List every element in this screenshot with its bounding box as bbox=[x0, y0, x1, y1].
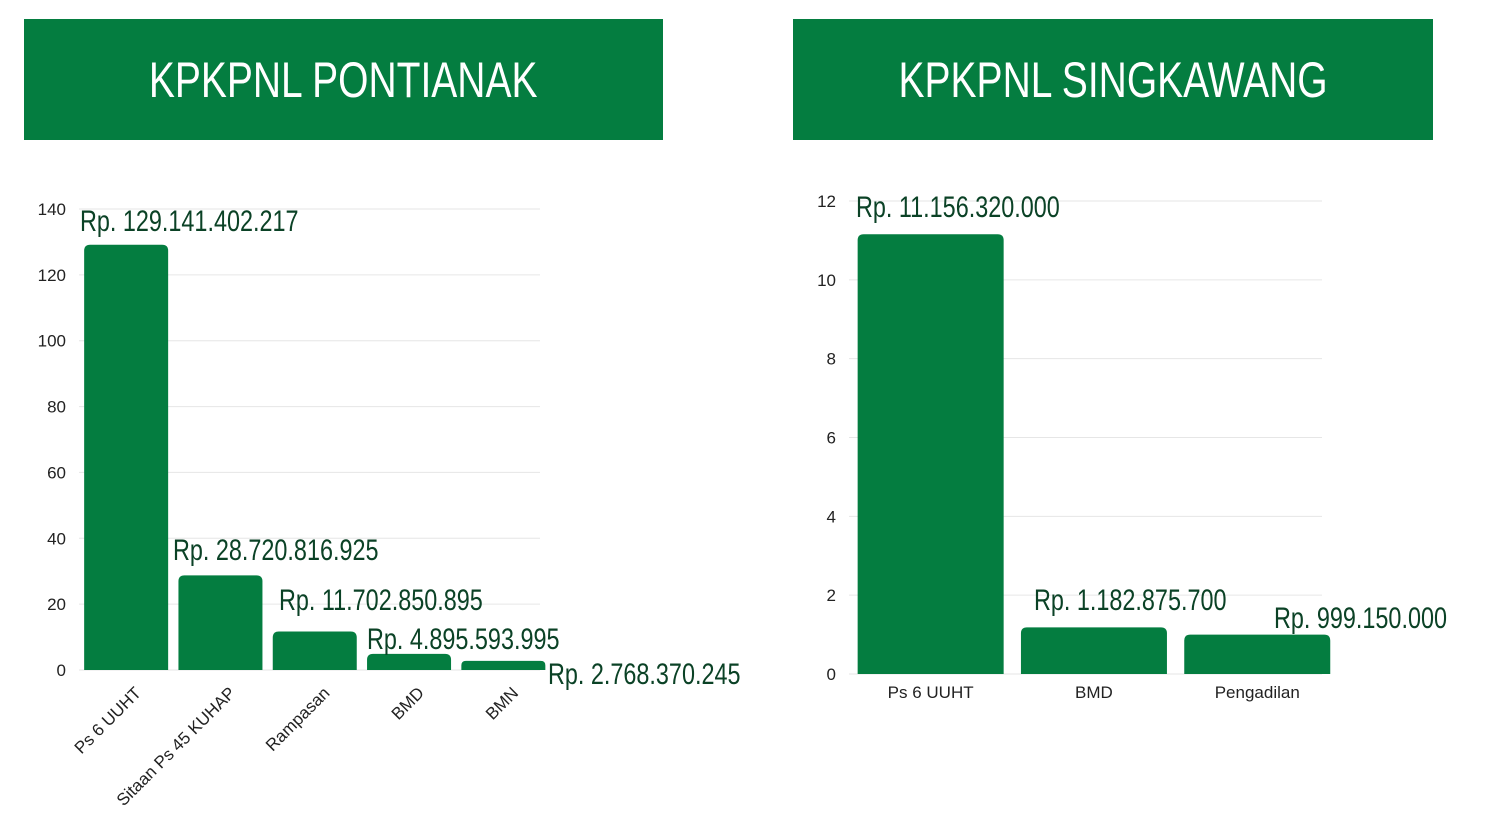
singkawang-title: KPKPNL SINGKAWANG bbox=[898, 51, 1328, 108]
pontianak-data-label-ps-6-uuht: Rp. 129.141.402.217 bbox=[80, 204, 298, 237]
singkawang-bar-bmd bbox=[1020, 627, 1167, 674]
pontianak-y-tick-20: 20 bbox=[47, 595, 66, 614]
singkawang-y-tick-12: 12 bbox=[817, 192, 836, 211]
pontianak-y-tick-120: 120 bbox=[38, 266, 66, 285]
pontianak-data-label-bmd: Rp. 4.895.593.995 bbox=[367, 622, 559, 655]
singkawang-x-tick-bmd: BMD bbox=[1075, 683, 1113, 702]
pontianak-y-tick-100: 100 bbox=[38, 332, 66, 351]
pontianak-data-label-bmn: Rp. 2.768.370.245 bbox=[548, 657, 740, 690]
pontianak-y-tick-140: 140 bbox=[38, 200, 66, 219]
pontianak-data-label-sitaan-ps-45-kuhap: Rp. 28.720.816.925 bbox=[173, 533, 378, 566]
singkawang-y-tick-0: 0 bbox=[827, 665, 836, 684]
pontianak-y-tick-0: 0 bbox=[57, 661, 66, 680]
singkawang-data-label-pengadilan: Rp. 999.150.000 bbox=[1274, 601, 1447, 634]
pontianak-bar-rampasan bbox=[272, 631, 357, 670]
singkawang-data-label-bmd: Rp. 1.182.875.700 bbox=[1034, 583, 1226, 616]
singkawang-title-banner: KPKPNL SINGKAWANG bbox=[793, 19, 1433, 140]
singkawang-data-label-ps-6-uuht: Rp. 11.156.320.000 bbox=[856, 190, 1060, 223]
singkawang-bar-pengadilan bbox=[1184, 634, 1331, 674]
singkawang-x-tick-pengadilan: Pengadilan bbox=[1215, 683, 1300, 702]
singkawang-y-tick-6: 6 bbox=[827, 429, 836, 448]
pontianak-bar-sitaan-ps-45-kuhap bbox=[178, 575, 263, 670]
singkawang-bar-ps-6-uuht bbox=[857, 234, 1004, 674]
pontianak-y-tick-40: 40 bbox=[47, 529, 66, 548]
singkawang-y-tick-2: 2 bbox=[827, 586, 836, 605]
pontianak-y-tick-80: 80 bbox=[47, 398, 66, 417]
pontianak-bar-bmn bbox=[461, 660, 546, 670]
pontianak-bar-ps-6-uuht bbox=[84, 244, 169, 671]
singkawang-y-tick-4: 4 bbox=[827, 507, 836, 526]
singkawang-y-tick-8: 8 bbox=[827, 350, 836, 369]
pontianak-data-label-rampasan: Rp. 11.702.850.895 bbox=[279, 583, 483, 616]
pontianak-title: KPKPNL PONTIANAK bbox=[149, 51, 538, 108]
singkawang-x-tick-ps-6-uuht: Ps 6 UUHT bbox=[888, 683, 974, 702]
pontianak-title-banner: KPKPNL PONTIANAK bbox=[24, 19, 663, 140]
singkawang-y-tick-10: 10 bbox=[817, 271, 836, 290]
pontianak-y-tick-60: 60 bbox=[47, 463, 66, 482]
pontianak-bar-bmd bbox=[367, 653, 452, 670]
